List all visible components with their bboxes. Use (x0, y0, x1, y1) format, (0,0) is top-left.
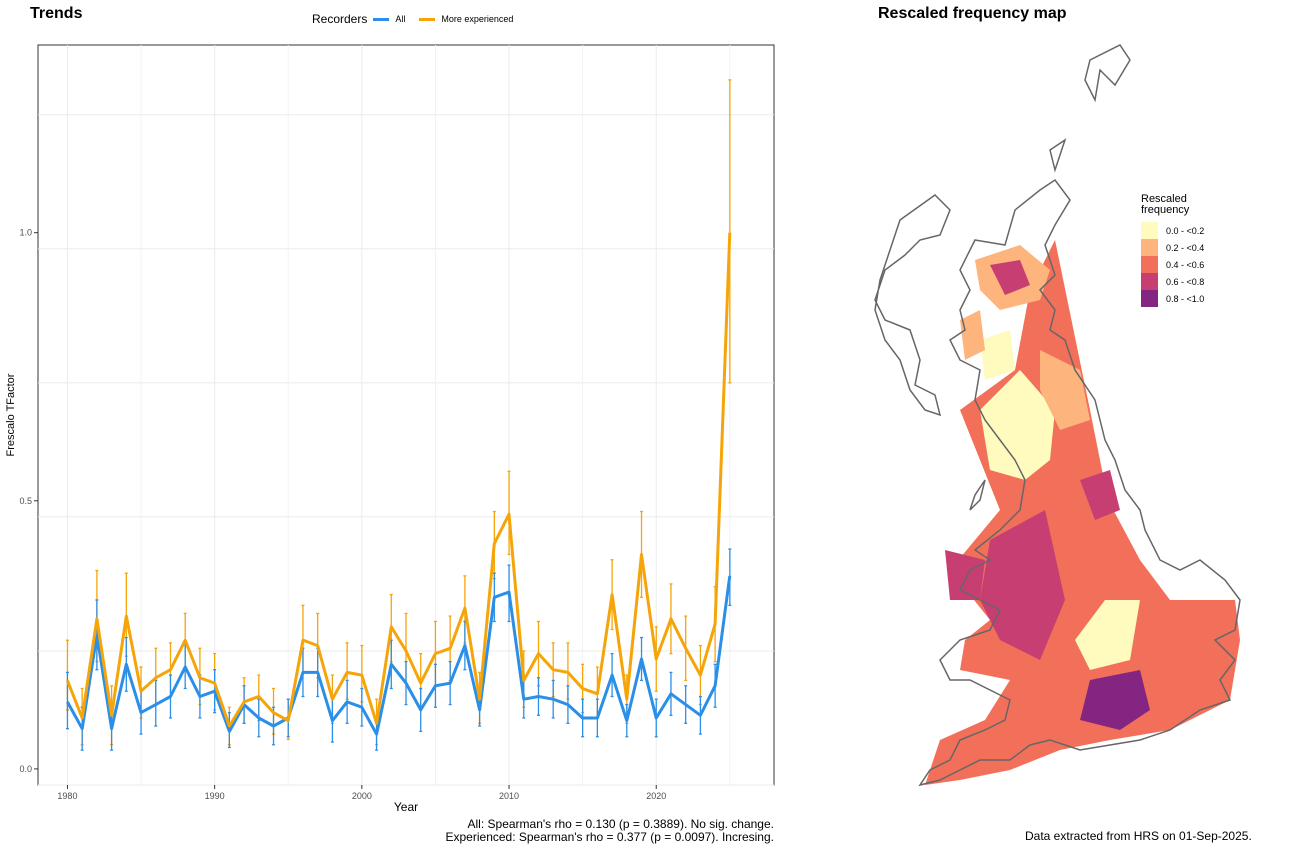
map-legend-label: 0.2 - <0.4 (1166, 242, 1205, 253)
gb-map (874, 44, 1241, 787)
y-tick-label: 1.0 (19, 228, 32, 238)
map-title: Rescaled frequency map (878, 5, 1067, 22)
map-legend-title: Rescaled frequency (1141, 194, 1204, 216)
y-axis-label: Frescalo TFactor (5, 373, 17, 456)
x-tick-label: 1980 (57, 791, 77, 801)
chart-legend: Recorders All More experienced (312, 12, 521, 26)
y-tick-label: 0.5 (19, 496, 32, 506)
series-line-all (66, 575, 732, 736)
map-legend-label: 0.6 - <0.8 (1166, 276, 1205, 287)
map-legend-swatch (1141, 256, 1158, 273)
x-tick-label: 2010 (499, 791, 519, 801)
map-legend-row: 0.4 - <0.6 (1141, 256, 1204, 273)
map-frequency-shading (925, 240, 1240, 785)
legend-swatch-experienced (419, 17, 436, 21)
x-tick-label: 1990 (205, 791, 225, 801)
map-legend-swatch (1141, 239, 1158, 256)
footer-note: Data extracted from HRS on 01-Sep-2025. (1025, 829, 1252, 843)
legend-title: Recorders (312, 12, 368, 26)
map-legend-title-line1: Rescaled (1141, 193, 1187, 205)
y-tick-label: 0.0 (19, 764, 32, 774)
chart-title: Trends (30, 5, 83, 22)
map-legend-row: 0.2 - <0.4 (1141, 239, 1204, 256)
x-axis-label: Year (394, 800, 418, 814)
x-tick-label: 2000 (352, 791, 372, 801)
stats-all: All: Spearman's rho = 0.130 (p = 0.3889)… (467, 817, 774, 831)
map-legend-row: 0.0 - <0.2 (1141, 222, 1204, 239)
legend-label-experienced: More experienced (441, 14, 514, 24)
map-legend-swatch (1141, 273, 1158, 290)
series-line-experienced (66, 232, 732, 728)
trend-chart: 1980 1990 2000 2010 2020 0.0 0.5 1.0 Year Fresc… (5, 44, 775, 814)
map-legend-label: 0.0 - <0.2 (1166, 225, 1205, 236)
map-legend-row: 0.6 - <0.8 (1141, 273, 1204, 290)
map-legend-label: 0.8 - <1.0 (1166, 293, 1205, 304)
map-legend-swatch (1141, 222, 1158, 239)
legend-swatch-all (373, 17, 390, 21)
map-legend: Rescaled frequency 0.0 - <0.2 0.2 - <0.4… (1141, 194, 1204, 307)
stats-experienced: Experienced: Spearman's rho = 0.377 (p =… (445, 830, 775, 844)
map-legend-swatch (1141, 290, 1158, 307)
gb-coastline (874, 44, 1241, 787)
legend-label-all: All (395, 14, 406, 24)
stats-text: All: Spearman's rho = 0.130 (p = 0.3889)… (446, 818, 775, 844)
map-legend-row: 0.8 - <1.0 (1141, 290, 1204, 307)
map-legend-label: 0.4 - <0.6 (1166, 259, 1205, 270)
x-tick-label: 2020 (646, 791, 666, 801)
map-legend-title-line2: frequency (1141, 204, 1190, 216)
